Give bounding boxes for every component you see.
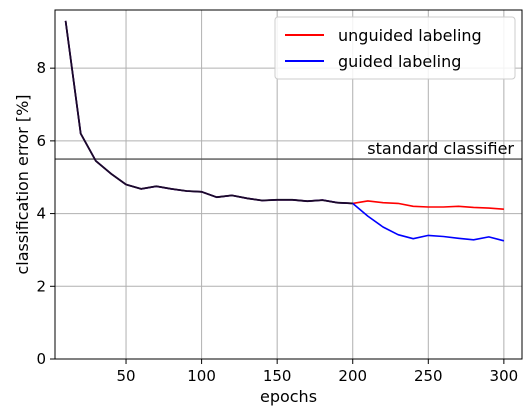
plot-frame	[54, 9, 523, 360]
y-axis-label: classification error [%]	[13, 94, 32, 274]
x-tick-label: 50	[116, 367, 135, 385]
x-tick-label: 200	[338, 367, 367, 385]
series-line-overlap	[64, 20, 353, 205]
legend-box	[274, 16, 516, 80]
y-tick-label: 4	[36, 205, 46, 223]
x-tick-label: 250	[414, 367, 443, 385]
ticks: 50 100 150 200 250 300 0 2 4 6 8	[36, 59, 518, 385]
x-tick-label: 150	[263, 367, 292, 385]
standard-classifier-label: standard classifier	[367, 139, 514, 158]
series-group	[64, 20, 505, 242]
x-tick-label: 300	[490, 367, 519, 385]
y-tick-label: 0	[36, 350, 46, 368]
y-tick-label: 8	[36, 59, 46, 77]
y-tick-label: 6	[36, 132, 46, 150]
legend: unguided labeling guided labeling	[274, 16, 516, 80]
x-tick-label: 100	[187, 367, 216, 385]
legend-label-unguided: unguided labeling	[338, 26, 482, 45]
y-tick-label: 2	[36, 277, 46, 295]
x-axis-label: epochs	[260, 387, 317, 406]
legend-label-guided: guided labeling	[338, 52, 461, 71]
